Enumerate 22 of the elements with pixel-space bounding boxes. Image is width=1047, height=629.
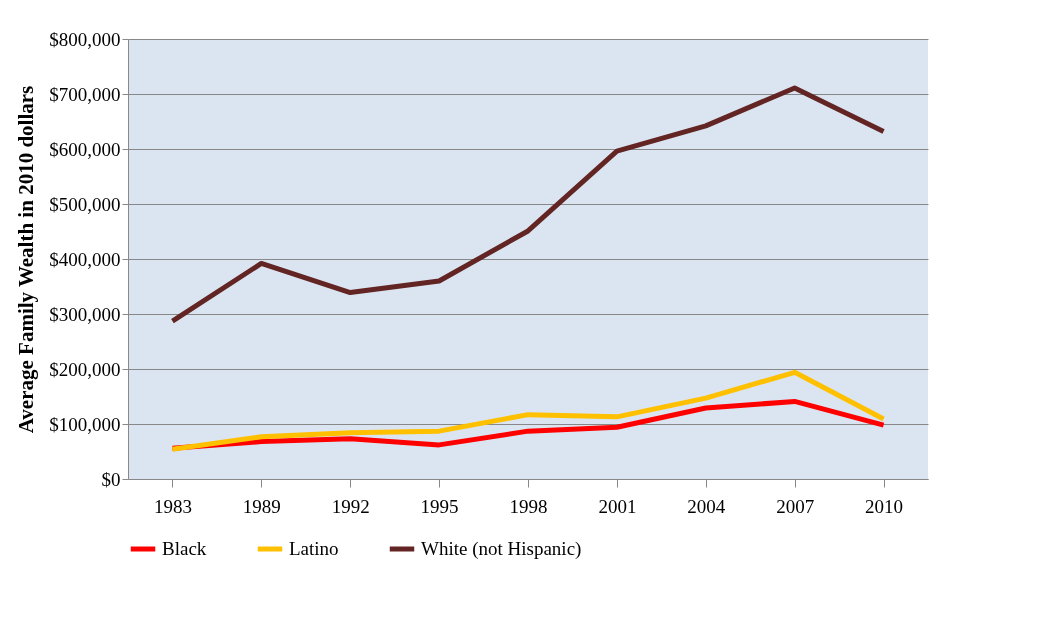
x-tick-label: 1995	[420, 495, 459, 517]
x-tick-label: 2010	[865, 495, 904, 517]
x-tick-label: 1989	[242, 495, 281, 517]
y-tick-label: $200,000	[49, 358, 121, 380]
y-tick-label: $400,000	[49, 248, 121, 270]
x-tick-label: 1992	[331, 495, 370, 517]
x-tick-label: 2007	[776, 495, 815, 517]
y-axis-title: Average Family Wealth in 2010 dollars	[14, 85, 39, 434]
y-tick-label: $500,000	[49, 193, 121, 215]
y-tick-label: $100,000	[49, 413, 121, 435]
y-tick-label: $800,000	[49, 28, 121, 50]
x-tick-label: 1998	[509, 495, 548, 517]
x-tick-label: 2001	[598, 495, 637, 517]
legend-label: White (not Hispanic)	[421, 538, 582, 560]
x-tick-label: 1983	[153, 495, 192, 517]
legend-label: Black	[162, 538, 207, 559]
x-tick-label: 2004	[687, 495, 726, 517]
y-tick-label: $600,000	[49, 138, 121, 160]
y-tick-label: $0	[101, 468, 121, 490]
legend-label: Latino	[289, 538, 339, 559]
y-tick-label: $700,000	[49, 83, 121, 105]
y-tick-label: $300,000	[49, 303, 121, 325]
